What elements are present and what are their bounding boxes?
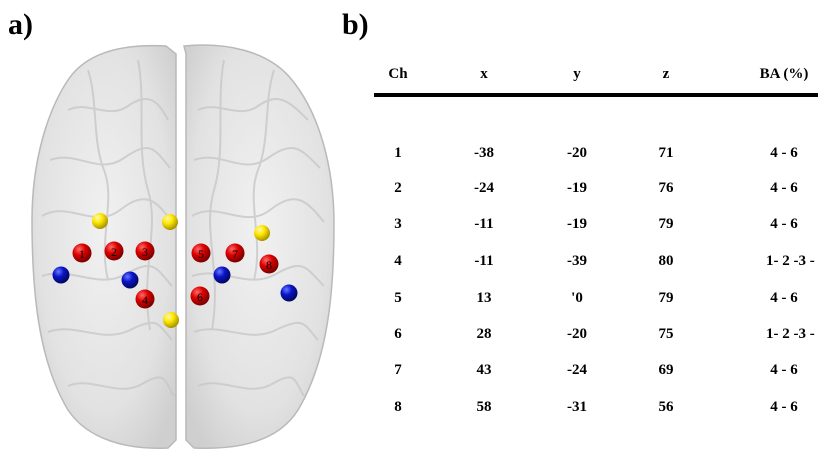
table-cell-z: 79 — [658, 290, 674, 306]
table-cell-y: -19 — [567, 216, 587, 232]
table-cell-z: 76 — [658, 180, 674, 196]
table-cell-z: 80 — [658, 253, 674, 269]
yellow-marker — [162, 214, 178, 230]
blue-marker — [52, 266, 70, 284]
channel-2: 2 — [104, 241, 124, 261]
channel-8-label: 8 — [266, 258, 272, 272]
blue-marker — [280, 284, 298, 302]
table-cell-x: 13 — [476, 290, 492, 306]
table-cell-y: -24 — [567, 362, 587, 378]
table-cell-ch: 4 — [394, 253, 402, 269]
table-cell-ba: 4 - 6 — [770, 216, 798, 232]
table-cell-ba: 4 - 6 — [770, 362, 798, 378]
table-cell-x: -24 — [474, 180, 494, 196]
channel-8: 8 — [259, 254, 279, 274]
table-cell-y: -31 — [567, 399, 587, 415]
channel-5-label: 5 — [198, 247, 204, 261]
column-header-z: z — [662, 66, 670, 82]
table-cell-ch: 2 — [394, 180, 402, 196]
yellow-marker — [163, 312, 179, 328]
channel-6: 6 — [190, 286, 210, 306]
table-cell-ba: 4 - 6 — [770, 145, 798, 161]
table-cell-y: -39 — [567, 253, 587, 269]
yellow-marker — [92, 213, 108, 229]
table-cell-ch: 7 — [394, 362, 402, 378]
brain-figure: 1 2 3 4 5 6 7 8 — [31, 44, 335, 450]
yellow-marker — [254, 225, 270, 241]
table-cell-x: 28 — [476, 326, 492, 342]
table-cell-z: 75 — [658, 326, 674, 342]
table-cell-ba: 4 - 6 — [770, 180, 798, 196]
channel-1: 1 — [72, 243, 92, 263]
table-cell-ch: 6 — [394, 326, 402, 342]
table-cell-y: -20 — [567, 145, 587, 161]
channel-5: 5 — [191, 243, 211, 263]
channel-4: 4 — [135, 289, 155, 309]
table-cell-y: -19 — [567, 180, 587, 196]
table-cell-z: 56 — [658, 399, 674, 415]
table-cell-x: 43 — [476, 362, 492, 378]
column-header-y: y — [573, 66, 581, 82]
table-cell-ba: 4 - 6 — [770, 290, 798, 306]
table-cell-ba: 4 - 6 — [770, 399, 798, 415]
table-cell-z: 79 — [658, 216, 674, 232]
table-cell-ch: 1 — [394, 145, 402, 161]
channel-3-label: 3 — [142, 245, 148, 259]
column-header-ch: Ch — [388, 66, 408, 82]
table-cell-x: -38 — [474, 145, 494, 161]
coordinates-table: Ch x y z BA (%) 1 -38 -20 71 4 - 6 2 -24… — [374, 0, 818, 452]
header-rule — [374, 93, 818, 97]
channel-7: 7 — [225, 243, 245, 263]
channel-7-label: 7 — [232, 247, 238, 261]
table-cell-ba: 1- 2 -3 - 4 -5 — [766, 326, 818, 342]
table-cell-y: '0 — [571, 290, 583, 306]
column-header-ba: BA (%) — [759, 66, 809, 82]
table-cell-x: -11 — [474, 253, 494, 269]
table-cell-z: 71 — [658, 145, 674, 161]
panel-a-label: a) — [8, 8, 33, 41]
table-cell-y: -20 — [567, 326, 587, 342]
right-hemisphere — [183, 44, 335, 450]
channel-6-label: 6 — [197, 290, 203, 304]
blue-marker — [213, 266, 231, 284]
table-cell-x: -11 — [474, 216, 494, 232]
column-header-x: x — [480, 66, 488, 82]
channel-1-label: 1 — [79, 247, 85, 261]
panel-b-label: b) — [342, 8, 369, 41]
channel-3: 3 — [135, 241, 155, 261]
table-cell-ch: 3 — [394, 216, 402, 232]
table-cell-x: 58 — [476, 399, 492, 415]
channel-2-label: 2 — [111, 245, 117, 259]
table-cell-z: 69 — [658, 362, 674, 378]
channel-4-label: 4 — [142, 293, 148, 307]
table-cell-ch: 8 — [394, 399, 402, 415]
table-cell-ba: 1- 2 -3 - 4 -5 — [766, 253, 818, 269]
blue-marker — [121, 271, 139, 289]
table-cell-ch: 5 — [394, 290, 402, 306]
